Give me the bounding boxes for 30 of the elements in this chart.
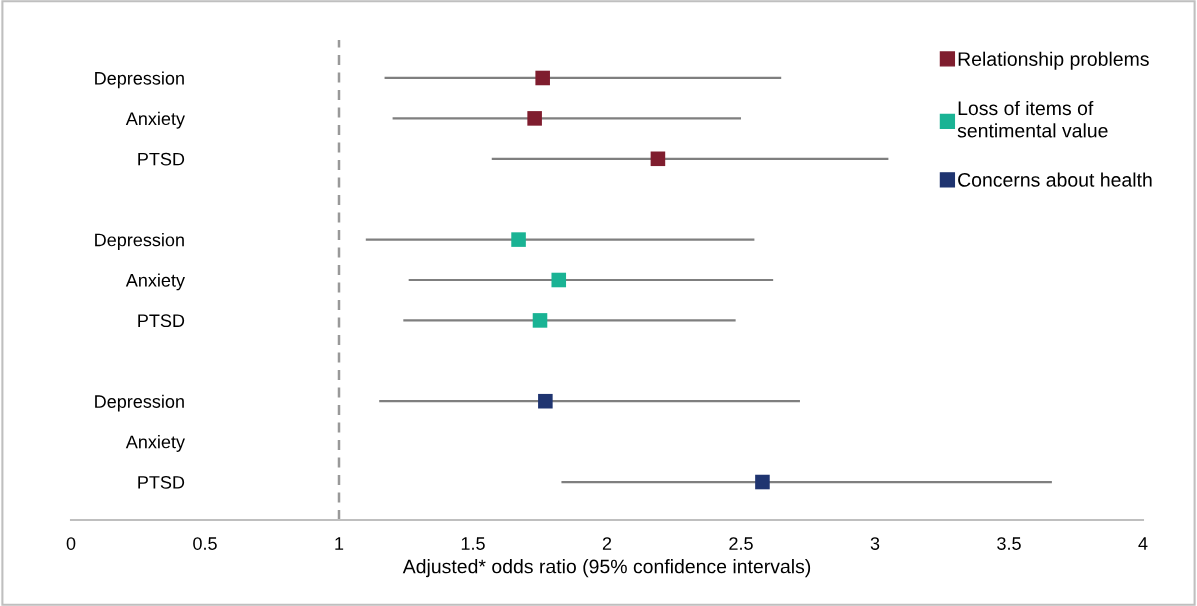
point <box>650 151 666 167</box>
y-tick-label: Depression <box>95 233 184 250</box>
y-tick-label: PTSD <box>138 314 185 328</box>
y-tick-label: Depression <box>95 394 184 412</box>
x-tick-label: 2 <box>602 537 612 550</box>
legend-label: Relationship problems <box>958 51 1149 70</box>
legend-label: Loss of items of sentimental value <box>957 100 1108 138</box>
y-tick-label: Anxiety <box>125 111 185 129</box>
point <box>551 272 567 288</box>
point <box>755 474 770 490</box>
point <box>511 232 526 247</box>
x-tick-label: 4 <box>1138 537 1148 550</box>
legend-label: Concerns about health <box>958 172 1152 187</box>
point <box>532 313 548 328</box>
x-tick-label: 0 <box>66 537 76 550</box>
x-tick-label: 2.5 <box>729 537 753 550</box>
y-tick-label: PTSD <box>138 475 185 489</box>
x-tick-label: 0.5 <box>193 537 217 550</box>
y-tick-label: PTSD <box>138 152 185 166</box>
x-tick-label: 1 <box>335 537 344 550</box>
y-tick-label: Anxiety <box>125 435 185 452</box>
x-tick-label: 1.5 <box>461 537 485 550</box>
point <box>538 393 553 409</box>
point <box>535 70 550 86</box>
point <box>527 111 542 126</box>
x-tick-label: 3.5 <box>997 537 1021 550</box>
y-tick-label: Anxiety <box>125 273 185 291</box>
y-tick-label: Depression <box>95 71 184 89</box>
x-tick-label: 3 <box>870 537 880 550</box>
x-axis-title: Adjusted* odds ratio (95% confidence intervals) <box>402 559 811 578</box>
